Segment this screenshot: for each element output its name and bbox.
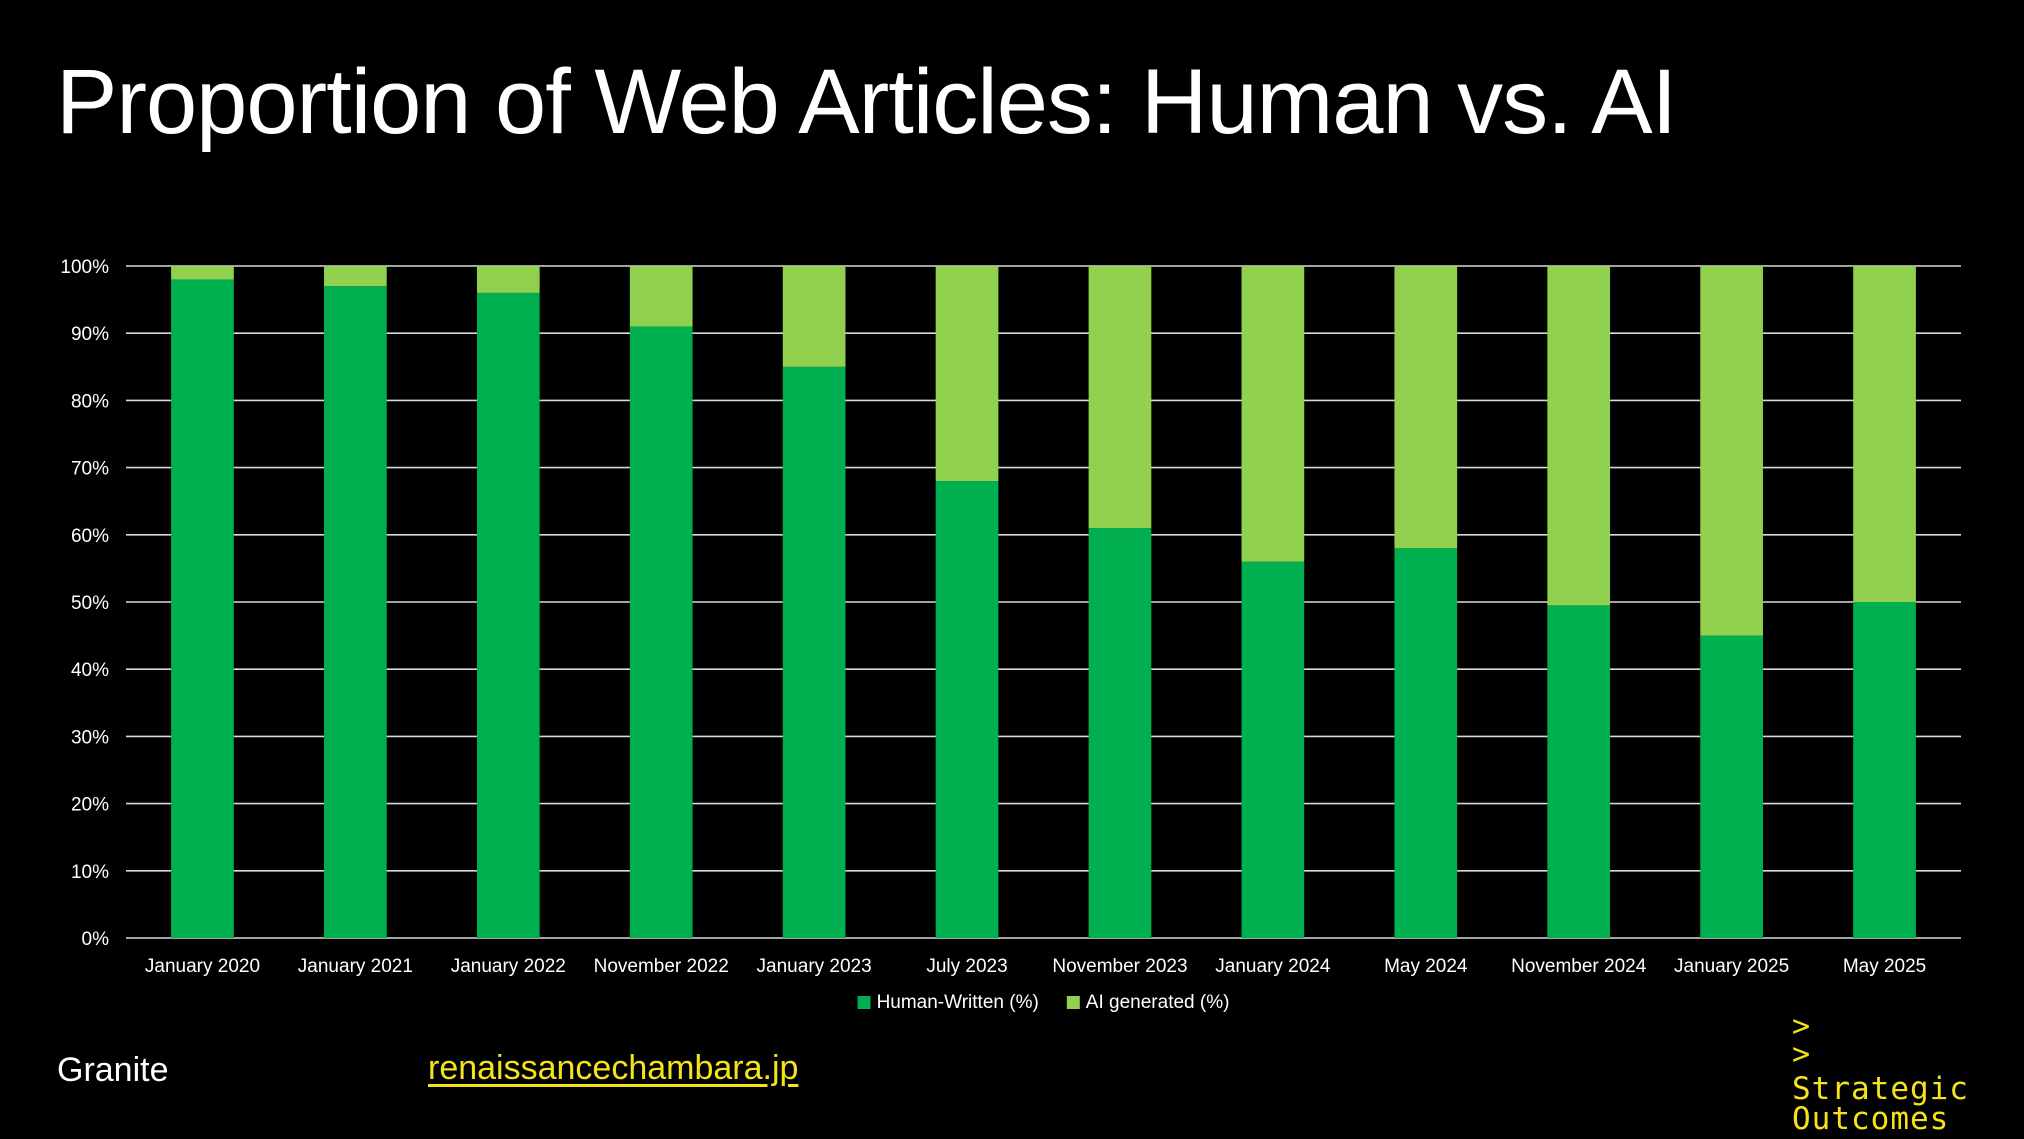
stacked-bar-chart: 0% 10% 20% 30% 40% 50% 60% 70% 80% 90% 100% Januar… xyxy=(60,257,1961,1013)
bar-segment-human xyxy=(1853,602,1916,938)
y-tick-label: 0% xyxy=(82,929,110,950)
bar-segment-ai xyxy=(782,266,846,367)
bar-segment-ai xyxy=(476,266,540,293)
slide-title: Proportion of Web Articles: Human vs. AI xyxy=(56,51,1677,153)
bar-segment-human xyxy=(476,292,540,938)
y-tick-label: 30% xyxy=(71,727,109,748)
bar-segment-ai xyxy=(935,266,999,482)
bar-segment-human xyxy=(171,279,234,938)
y-tick-label: 80% xyxy=(71,391,109,412)
x-tick-label: November 2024 xyxy=(1511,956,1647,977)
bar-segment-human xyxy=(1394,548,1458,938)
x-tick-label: November 2023 xyxy=(1052,956,1187,977)
chart-bars xyxy=(171,266,1916,939)
logo-prompt-chevron: > xyxy=(1792,1037,1811,1072)
bar-segment-human xyxy=(629,326,693,939)
bar-segment-human xyxy=(1547,605,1611,938)
x-tick-label: November 2022 xyxy=(594,956,729,977)
bar-segment-human xyxy=(1088,528,1152,938)
bar-segment-human xyxy=(782,366,846,938)
x-tick-label: January 2023 xyxy=(757,956,872,977)
y-axis: 0% 10% 20% 30% 40% 50% 60% 70% 80% 90% 100% xyxy=(60,257,109,950)
logo-prompt-chevron: > xyxy=(1792,1009,1811,1044)
x-tick-label: May 2025 xyxy=(1843,956,1926,977)
x-tick-label: January 2025 xyxy=(1674,956,1789,977)
legend-swatch xyxy=(1066,996,1080,1009)
footer-website-link[interactable]: renaissancechambara.jp xyxy=(428,1049,799,1087)
logo-line-strategic: Strategic xyxy=(1792,1071,1969,1107)
bar-segment-ai xyxy=(629,266,693,327)
y-tick-label: 20% xyxy=(71,795,109,816)
y-tick-label: 50% xyxy=(71,593,109,614)
y-tick-label: 90% xyxy=(71,324,109,345)
chart-legend: Human-Written (%) AI generated (%) xyxy=(857,992,1230,1013)
bar-segment-ai xyxy=(324,266,387,287)
y-tick-label: 60% xyxy=(71,526,109,547)
bar-segment-ai xyxy=(171,266,234,280)
legend-label: Human-Written (%) xyxy=(877,992,1039,1013)
strategic-outcomes-logo: > > Strategic Outcomes xyxy=(1790,1008,2010,1137)
x-tick-label: July 2023 xyxy=(926,956,1007,977)
bar-segment-ai xyxy=(1700,266,1763,636)
bar-segment-human xyxy=(1700,635,1763,938)
bar-segment-human xyxy=(324,286,387,938)
y-tick-label: 40% xyxy=(71,660,109,681)
bar-segment-ai xyxy=(1547,266,1611,606)
bar-segment-human xyxy=(1241,561,1305,938)
bar-segment-human xyxy=(935,481,999,938)
x-tick-label: May 2024 xyxy=(1384,956,1468,977)
x-tick-label: January 2022 xyxy=(451,956,566,977)
x-tick-label: January 2024 xyxy=(1215,956,1331,977)
bar-segment-ai xyxy=(1088,266,1152,529)
bar-segment-ai xyxy=(1853,266,1916,602)
legend-swatch xyxy=(857,996,871,1009)
bar-segment-ai xyxy=(1241,266,1305,562)
x-axis: January 2020 January 2021 January 2022 Nove… xyxy=(145,956,1926,977)
x-tick-label: January 2021 xyxy=(298,956,413,977)
x-tick-label: January 2020 xyxy=(145,956,260,977)
bar-segment-ai xyxy=(1394,266,1458,549)
chart-gridlines xyxy=(126,265,1961,939)
y-tick-label: 70% xyxy=(71,459,109,480)
footer-brand-label: Granite xyxy=(57,1051,169,1089)
logo-line-outcomes: Outcomes xyxy=(1792,1101,1950,1137)
legend-label: AI generated (%) xyxy=(1086,992,1230,1013)
y-tick-label: 10% xyxy=(71,862,109,883)
y-tick-label: 100% xyxy=(60,257,109,278)
